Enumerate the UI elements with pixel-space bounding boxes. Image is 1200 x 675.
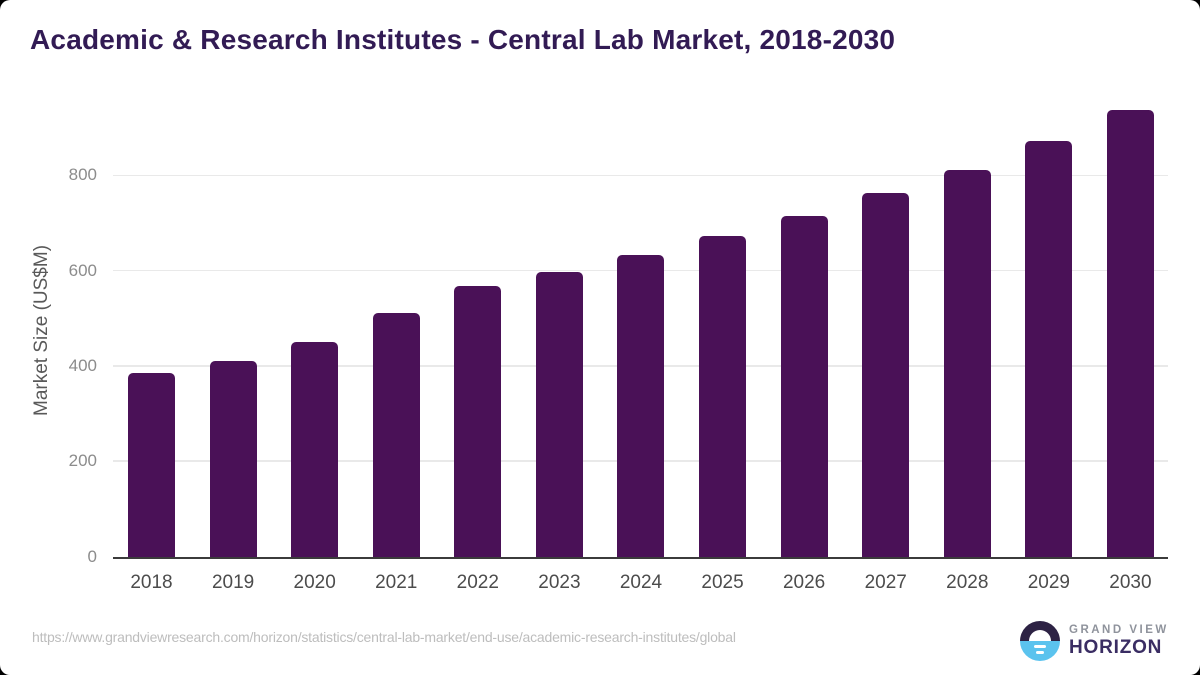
bar-2024[interactable] [617,254,665,557]
x-tick-2030: 2030 [1109,572,1152,593]
bar-2029[interactable] [1025,141,1073,557]
x-tick-2021: 2021 [375,572,418,593]
y-tick-600: 600 [68,260,97,280]
logo-reflection-bar [1034,645,1046,648]
bar-2026[interactable] [780,216,828,557]
x-tick-2027: 2027 [864,572,907,593]
x-tick-2026: 2026 [782,572,826,593]
bar-2019[interactable] [209,360,257,557]
bar-2020[interactable] [291,342,339,557]
y-tick-200: 200 [68,451,97,471]
bar-2021[interactable] [372,312,420,557]
bars-container [113,99,1168,557]
x-tick-2024: 2024 [619,572,663,593]
x-axis-labels: 2018 2019 2020 2021 2022 2023 2024 2025 2026 2027… [113,572,1168,594]
logo-text-grand-view: GRAND VIEW [1069,623,1169,636]
bar-2028[interactable] [943,169,991,557]
bar-2030[interactable] [1106,110,1154,557]
horizon-sun-icon [1020,621,1060,661]
logo-sun-dome [1029,630,1051,641]
logo-text-horizon: HORIZON [1069,636,1163,658]
x-tick-2025: 2025 [701,572,744,593]
x-tick-2018: 2018 [130,572,173,593]
y-tick-800: 800 [68,165,97,185]
source-url: https://www.grandviewresearch.com/horizo… [32,629,736,645]
bar-2018[interactable] [128,372,175,557]
grand-view-horizon-logo: GRAND VIEW HORIZON [1020,621,1169,661]
x-axis-line [113,556,1168,559]
x-tick-2028: 2028 [946,572,989,593]
logo-text: GRAND VIEW HORIZON [1069,624,1169,659]
bar-2025[interactable] [699,236,747,557]
x-tick-2022: 2022 [456,572,499,593]
bar-2022[interactable] [454,286,502,557]
x-tick-2020: 2020 [293,572,336,593]
y-tick-0: 0 [87,546,97,566]
bar-2023[interactable] [535,272,583,557]
x-tick-2023: 2023 [538,572,581,593]
plot-area: 0 200 400 600 800 [69,99,1168,566]
y-tick-400: 400 [68,355,97,375]
x-tick-2019: 2019 [211,572,255,593]
bar-2027[interactable] [862,193,910,557]
x-tick-2029: 2029 [1027,572,1070,593]
gridline-800 [113,174,1168,176]
logo-reflection-bar [1036,651,1044,654]
chart-title: Academic & Research Institutes - Central… [30,24,896,55]
